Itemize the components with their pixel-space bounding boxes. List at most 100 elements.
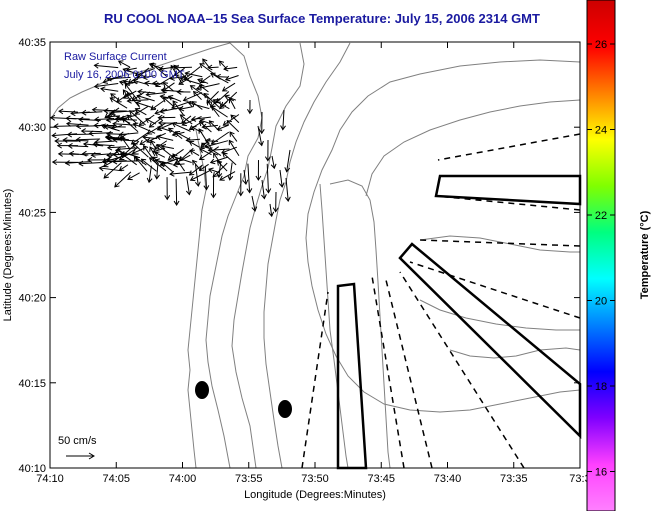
x-tick-label: 74:05 <box>102 473 130 485</box>
current-vector <box>173 64 192 83</box>
current-vector <box>206 99 220 118</box>
current-vector <box>145 117 157 125</box>
current-vector <box>228 97 236 110</box>
current-vector <box>53 123 79 130</box>
current-vector <box>185 176 192 196</box>
current-vector <box>126 97 149 104</box>
x-tick-label: 73:40 <box>434 473 462 485</box>
current-vector <box>251 195 258 212</box>
current-vector <box>265 163 272 194</box>
current-vector <box>146 165 153 184</box>
x-tick-label: 73:3 <box>569 473 590 485</box>
current-vector <box>161 162 173 173</box>
current-vector <box>176 89 191 95</box>
surface-current-vectors <box>49 58 291 218</box>
current-vector <box>184 71 203 78</box>
current-vector <box>222 152 237 166</box>
current-vector <box>142 74 156 80</box>
current-vector <box>149 146 156 157</box>
current-vector <box>199 63 219 78</box>
mooring-dot <box>195 381 209 399</box>
radial-dashed-lines <box>301 133 581 469</box>
current-vector <box>103 162 122 179</box>
current-vector <box>246 99 253 115</box>
current-vector <box>157 120 182 126</box>
current-vector <box>112 121 138 127</box>
current-vector <box>226 120 240 133</box>
current-vector <box>58 108 78 115</box>
current-vector <box>127 172 140 181</box>
current-vector <box>246 163 253 194</box>
colorbar-ticks: 26 24 22 20 18 16 <box>587 39 615 479</box>
current-vector <box>154 158 173 165</box>
current-vector <box>100 86 119 93</box>
annotation-line2: July 16, 2006 0100 GMT <box>64 69 185 81</box>
current-vector <box>67 142 89 149</box>
current-vector <box>179 114 193 125</box>
x-tick-label: 73:45 <box>367 473 395 485</box>
current-vector <box>142 134 158 141</box>
colorbar-tick-label: 22 <box>595 210 607 222</box>
current-vector <box>197 78 209 84</box>
current-vector <box>227 162 234 181</box>
current-vector <box>90 152 114 158</box>
current-vector <box>120 135 131 149</box>
current-vector <box>93 122 116 129</box>
current-vector <box>145 91 167 98</box>
y-tick-label: 40:35 <box>18 37 46 49</box>
current-vector <box>87 156 114 163</box>
current-vector <box>154 163 160 180</box>
current-vector <box>120 152 137 166</box>
current-vector <box>65 115 90 122</box>
current-vector <box>102 75 122 84</box>
current-vector <box>230 114 240 124</box>
x-tick-label: 73:55 <box>235 473 263 485</box>
current-vector <box>188 140 200 148</box>
current-vector <box>208 167 220 174</box>
current-vector <box>172 161 185 168</box>
current-vector <box>201 142 222 157</box>
current-vector <box>104 134 130 141</box>
current-vector <box>189 149 200 156</box>
annotation-line1: Raw Surface Current <box>64 51 167 63</box>
x-tick-label: 74:10 <box>36 473 64 485</box>
current-vector <box>171 122 191 132</box>
current-vector <box>156 143 173 157</box>
colorbar-tick-label: 26 <box>595 39 607 51</box>
current-vector <box>237 173 244 197</box>
current-vector <box>132 122 156 134</box>
current-vector <box>210 175 217 199</box>
map-plot-area: 50 cm/s Raw Surface Current July 16, 200… <box>18 37 590 485</box>
x-tick-label: 73:35 <box>500 473 528 485</box>
current-vector <box>121 117 139 133</box>
current-vector <box>122 90 137 99</box>
current-vector <box>172 100 184 116</box>
colorbar <box>586 0 616 511</box>
current-vector <box>284 177 291 202</box>
current-vector <box>258 111 265 135</box>
current-vector <box>204 138 219 144</box>
current-vector <box>187 101 210 110</box>
current-vector <box>100 123 120 132</box>
colorbar-tick-label: 20 <box>595 296 607 308</box>
current-vector <box>169 170 192 177</box>
current-vector <box>224 94 237 101</box>
current-vector <box>160 143 175 150</box>
current-vector <box>66 120 89 127</box>
current-vector <box>190 116 211 122</box>
current-vector <box>81 109 103 116</box>
current-vector <box>204 140 229 149</box>
scale-arrow <box>66 452 95 460</box>
current-vector <box>129 110 146 126</box>
current-vector <box>278 169 285 188</box>
current-vector <box>162 82 175 92</box>
current-vector <box>199 118 210 125</box>
current-vector <box>106 75 131 82</box>
current-vector <box>150 62 168 77</box>
current-vector <box>66 131 92 138</box>
current-vector <box>117 60 130 68</box>
colorbar-label: Temperature (°C) <box>639 210 651 299</box>
current-vector <box>182 92 203 102</box>
current-vector <box>198 163 209 171</box>
